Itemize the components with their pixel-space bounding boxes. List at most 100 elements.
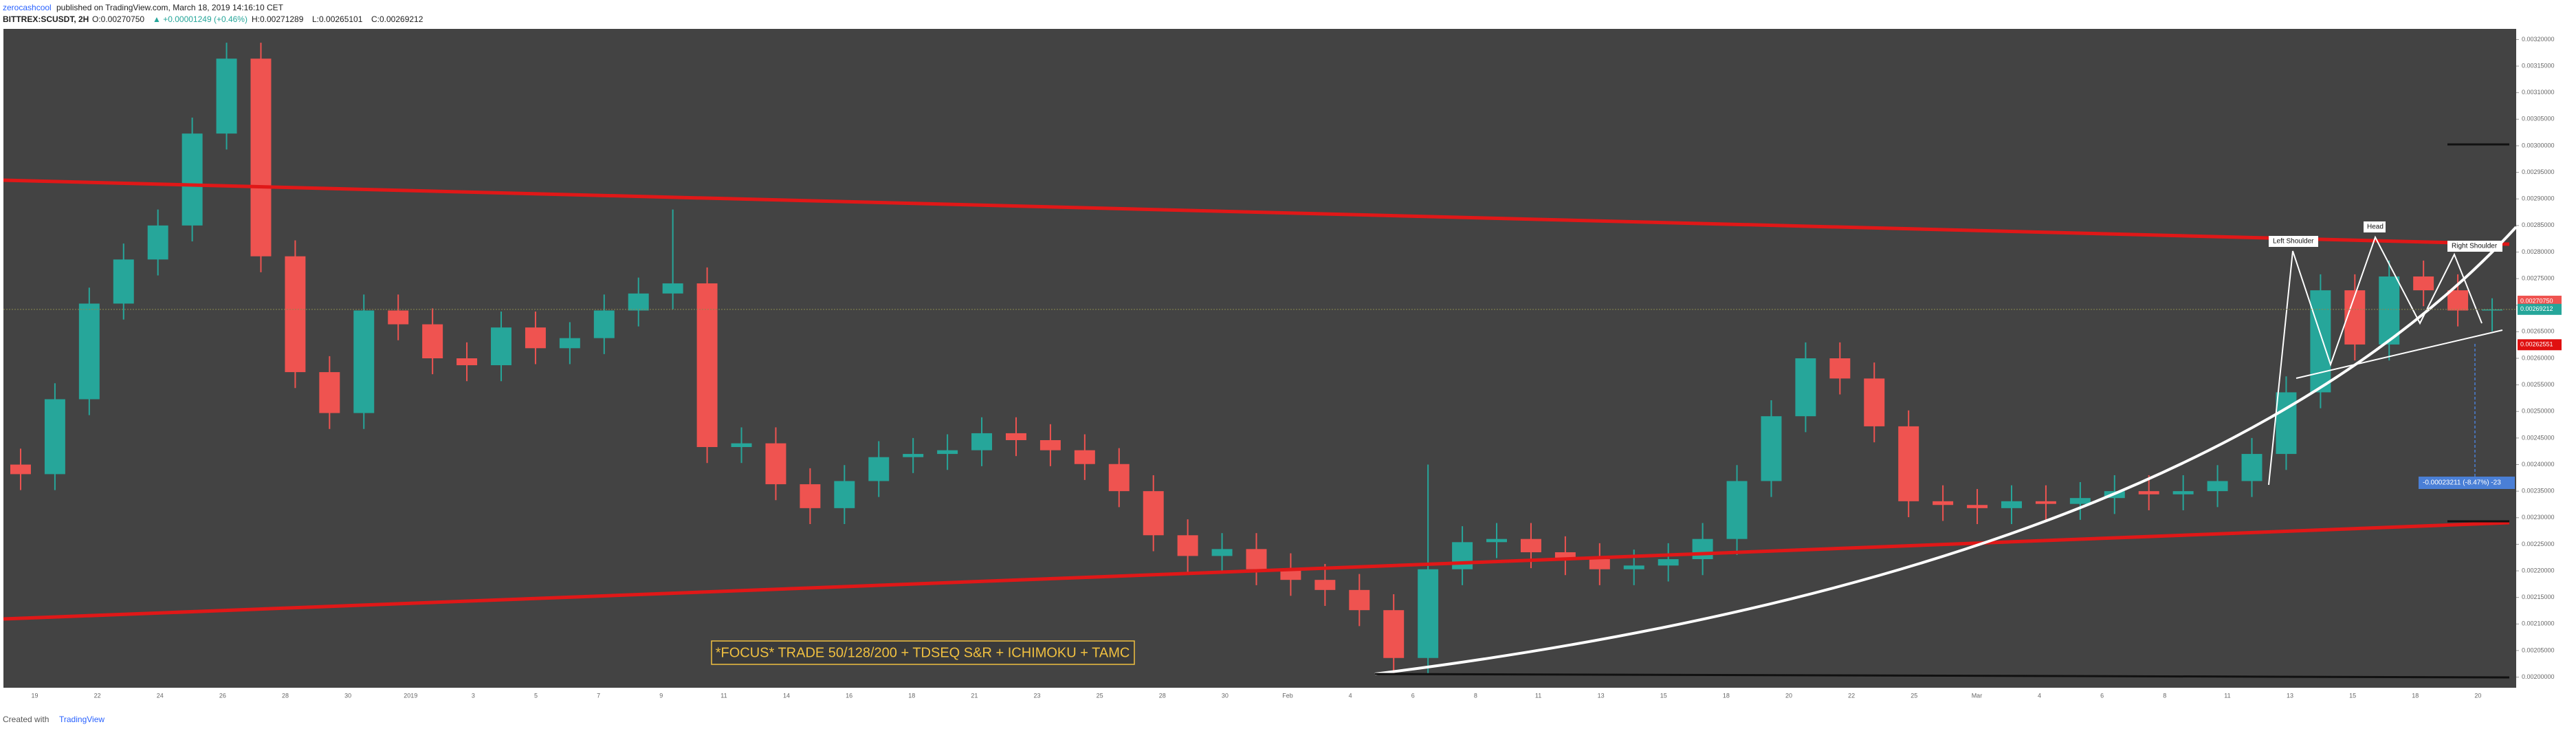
y-tick-label: 0.00215000 [2522, 594, 2555, 600]
candle-body [2413, 276, 2434, 291]
published: published on TradingView.com, March 18, … [56, 3, 284, 12]
candle-body [1623, 565, 1644, 569]
x-tick-label: 18 [908, 692, 915, 699]
candle-body [388, 310, 409, 325]
banner-box [711, 640, 1135, 665]
candle-body [1829, 358, 1851, 379]
candle-body [2379, 276, 2400, 345]
x-tick-label: 4 [1349, 692, 1352, 699]
x-tick-label: 4 [2038, 692, 2041, 699]
price-label-box [2518, 303, 2562, 315]
candle-body [903, 454, 924, 457]
bottom-line [1374, 673, 2510, 679]
y-tick-label: 0.00265000 [2522, 328, 2555, 335]
ohlc-high: H:0.00271289 [252, 14, 304, 24]
candle-body [593, 310, 615, 338]
neckline [2296, 329, 2503, 379]
candle-body [662, 283, 683, 294]
measure-label: -0.00023211 (-8.47%) -23 [2423, 479, 2501, 487]
candle-body [2001, 501, 2022, 508]
candle-body [525, 327, 546, 349]
candle-body [559, 338, 580, 349]
candle-body [1692, 538, 1713, 560]
annotation: Right Shoulder [2452, 243, 2498, 250]
x-tick-label: 30 [1222, 692, 1229, 699]
candle-body [78, 303, 100, 400]
x-tick-label: 11 [2224, 692, 2230, 699]
candle-body [2276, 392, 2297, 455]
x-tick-label: 20 [2474, 692, 2481, 699]
y-tick-label: 0.00210000 [2522, 620, 2555, 627]
candle-body [147, 225, 168, 260]
candle-body [1898, 426, 1919, 501]
candle-body [1143, 491, 1164, 536]
support-trendline [3, 521, 2510, 621]
footer-brand[interactable]: TradingView [59, 715, 104, 724]
x-tick-label: 9 [659, 692, 663, 699]
candle-body [216, 58, 237, 134]
price-label-box [2518, 339, 2562, 351]
candle-body [1967, 505, 1988, 508]
candle-body [1554, 552, 1576, 560]
candle-body [1383, 610, 1405, 658]
x-tick-label: Mar [1972, 692, 1983, 699]
candle-body [1211, 549, 1233, 556]
candle-body [113, 259, 134, 304]
annotation: Left Shoulder [2273, 238, 2314, 246]
candle-body [937, 450, 958, 455]
symbol: BITTREX:SCUSDT, 2H [3, 14, 89, 24]
price-label: 0.00270750 [2520, 297, 2553, 304]
y-tick-label: 0.00230000 [2522, 514, 2555, 521]
y-tick-label: 0.00320000 [2522, 36, 2555, 43]
footer-created: Created with [3, 715, 49, 724]
candle-body [1074, 450, 1095, 464]
candle-body [456, 358, 478, 366]
candle-body [1349, 589, 1370, 611]
annotation-box [2364, 221, 2386, 232]
x-tick-label: 11 [1535, 692, 1541, 699]
candle-body [1280, 569, 1301, 580]
x-tick-label: 11 [720, 692, 727, 699]
candle-body [1658, 559, 1679, 566]
x-tick-label: 6 [2100, 692, 2104, 699]
y-tick-label: 0.00205000 [2522, 646, 2555, 653]
candle-body [1864, 378, 1885, 426]
candle-body [1726, 481, 1748, 539]
candle-body [1933, 501, 1954, 505]
candle-body [422, 324, 443, 358]
candle-body [2035, 501, 2056, 504]
x-tick-label: 2019 [404, 692, 417, 699]
ohlc-change: ▲ +0.00001249 (+0.46%) [153, 14, 247, 24]
y-tick-label: 0.00200000 [2522, 673, 2555, 680]
x-tick-label: 25 [1911, 692, 1917, 699]
y-tick-label: 0.00275000 [2522, 274, 2555, 281]
candle-body [800, 484, 821, 508]
y-tick-label: 0.00235000 [2522, 488, 2555, 494]
x-tick-label: 14 [783, 692, 790, 699]
annotation-box [2447, 241, 2502, 252]
author[interactable]: zerocashcool [3, 3, 52, 12]
x-tick-label: 24 [157, 692, 164, 699]
x-tick-label: 5 [534, 692, 538, 699]
candle-body [2310, 290, 2331, 393]
x-tick-label: 18 [2412, 692, 2419, 699]
x-tick-label: 19 [32, 692, 38, 699]
y-tick-label: 0.00295000 [2522, 168, 2555, 175]
x-tick-label: 13 [1598, 692, 1605, 699]
candle-body [1177, 535, 1198, 556]
candle-body [1452, 542, 1473, 569]
measure-box [2419, 477, 2515, 489]
x-tick-label: 26 [219, 692, 226, 699]
y-tick-label: 0.00305000 [2522, 116, 2555, 122]
x-tick-label: 13 [2287, 692, 2293, 699]
x-tick-label: 16 [846, 692, 852, 699]
x-tick-label: 15 [2349, 692, 2356, 699]
candle-body [868, 457, 890, 481]
x-tick-label: 3 [472, 692, 475, 699]
candle-body [1795, 358, 1816, 417]
candle-body [2069, 498, 2091, 504]
annotation: Head [2367, 224, 2384, 231]
candle-body [2482, 309, 2503, 311]
x-tick-label: Feb [1282, 692, 1293, 699]
x-tick-label: 25 [1097, 692, 1103, 699]
